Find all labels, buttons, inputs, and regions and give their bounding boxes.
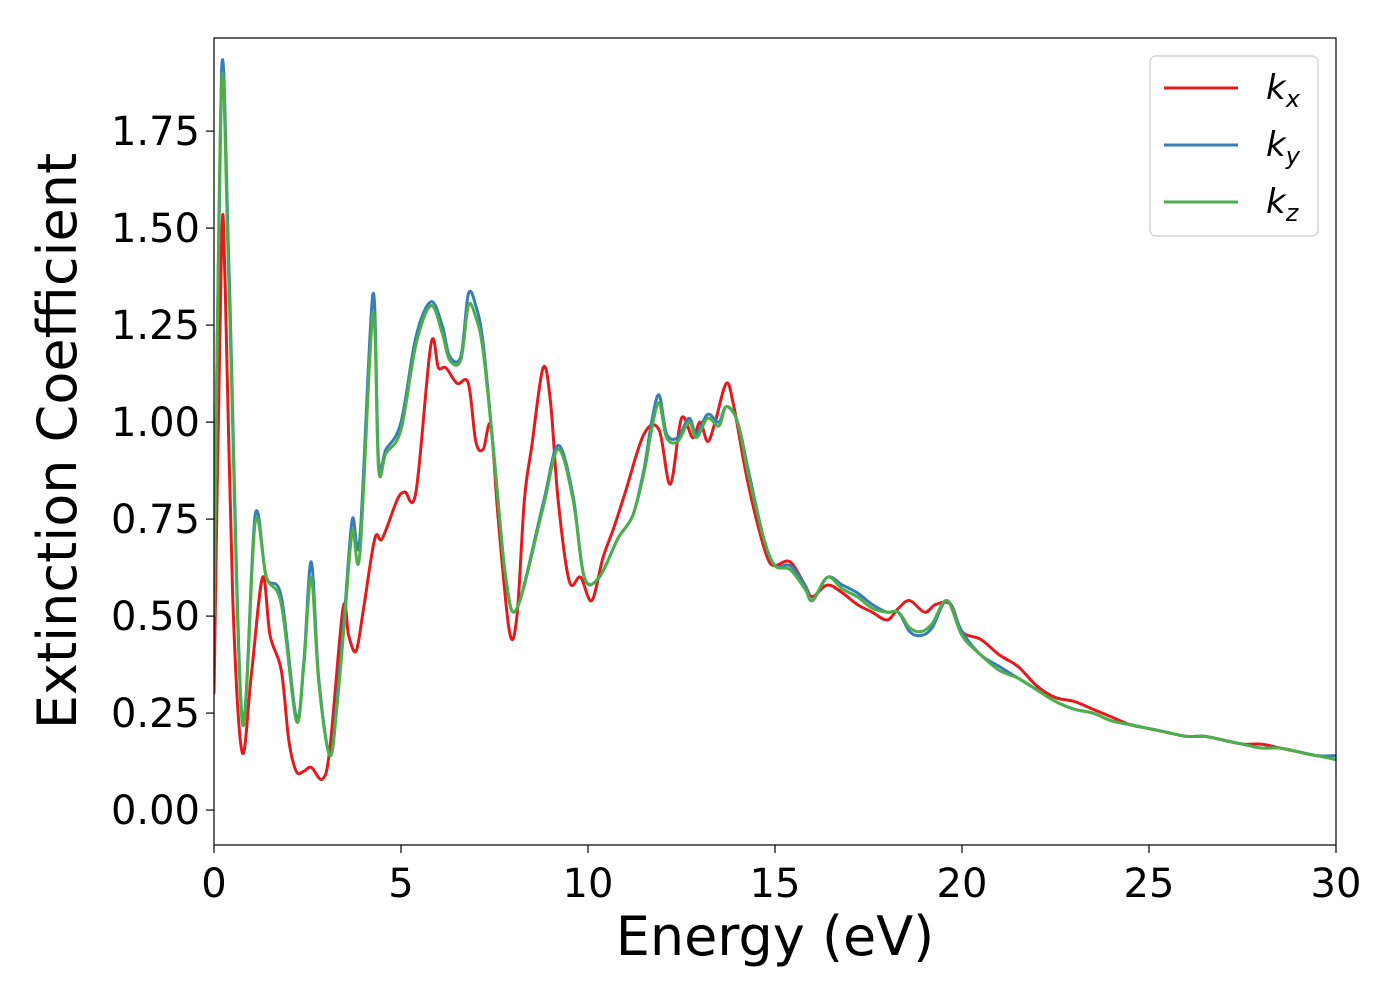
y-tick-label: 0.50: [111, 594, 200, 640]
legend-label-kx: kx: [1266, 68, 1301, 113]
x-axis-title: Energy (eV): [616, 905, 935, 968]
y-tick-label: 0.00: [111, 788, 200, 834]
y-tick-label: 1.25: [111, 303, 200, 349]
x-axis: 0 5 10 15 20 25 30: [201, 845, 1361, 907]
y-tick-label: 1.50: [111, 206, 200, 252]
y-axis: 0.00 0.25 0.50 0.75 1.00 1.25 1.50 1.75: [111, 109, 214, 834]
y-tick-label: 0.25: [111, 691, 200, 737]
x-tick-label: 30: [1311, 861, 1362, 907]
x-tick-label: 20: [937, 861, 988, 907]
x-tick-label: 15: [750, 861, 801, 907]
y-tick-label: 0.75: [111, 497, 200, 543]
x-tick-label: 25: [1124, 861, 1175, 907]
y-axis-title: Extinction Coefficient: [26, 153, 89, 729]
y-tick-label: 1.00: [111, 400, 200, 446]
legend-label-ky: ky: [1266, 125, 1301, 170]
x-tick-label: 5: [388, 861, 413, 907]
x-tick-label: 0: [201, 861, 226, 907]
y-tick-label: 1.75: [111, 109, 200, 155]
legend[interactable]: kx ky kz: [1149, 55, 1319, 237]
series-line-kx: [214, 212, 1336, 782]
legend-label-kz: kz: [1266, 182, 1300, 227]
plot-lines: [214, 58, 1336, 782]
series-line-kz: [214, 71, 1336, 762]
x-tick-label: 10: [563, 861, 614, 907]
